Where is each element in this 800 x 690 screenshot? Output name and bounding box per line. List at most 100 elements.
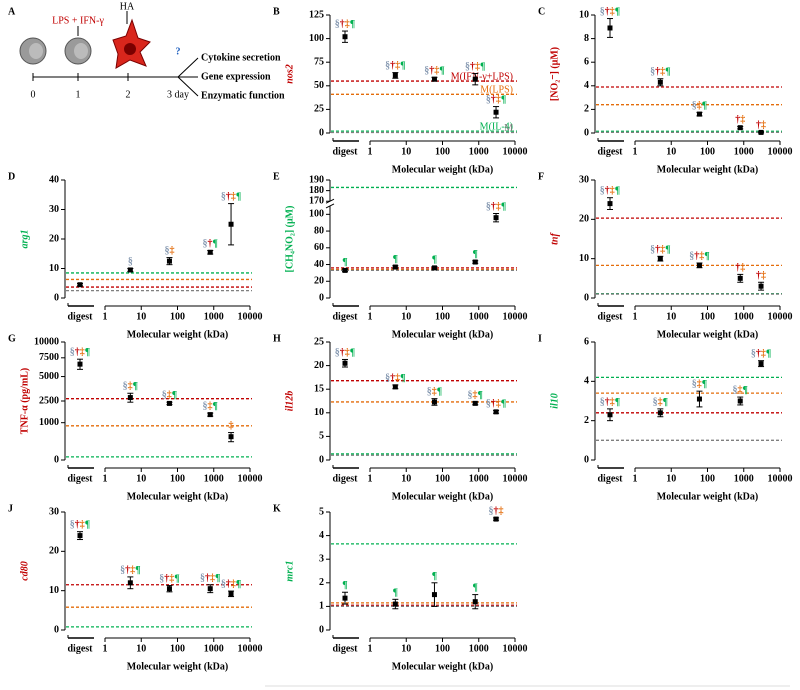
y-tick-label: 4 — [319, 530, 324, 541]
category-label: digest — [333, 643, 359, 654]
significance-label: §†‡¶ — [120, 565, 140, 576]
significance-label: §‡¶ — [468, 390, 483, 401]
branch — [177, 76, 199, 97]
significance-label: §†‡¶ — [486, 399, 506, 410]
category-label: digest — [68, 473, 94, 484]
significance-label: ¶ — [393, 588, 398, 599]
x-axis-label: Molecular weight (kDa) — [392, 329, 493, 340]
y-axis-label: tnf — [549, 231, 560, 244]
y-tick-label: 0 — [584, 454, 589, 465]
x-axis-label: Molecular weight (kDa) — [127, 491, 228, 502]
y-tick-label: 60 — [314, 242, 324, 253]
significance-label: § — [128, 257, 133, 268]
x-tick-label: 1000 — [204, 311, 224, 322]
x-tick-label: 1 — [103, 643, 108, 654]
significance-label: §†‡¶ — [424, 66, 444, 77]
data-point — [696, 262, 702, 268]
y-tick-label: 100 — [309, 33, 324, 44]
y-axis-label: nos2 — [284, 64, 295, 83]
y-tick-label: 2 — [319, 577, 324, 588]
data-point — [392, 72, 398, 78]
significance-label: †‡ — [756, 271, 766, 282]
panel-letter: K — [273, 503, 281, 514]
x-axis-label: Molecular weight (kDa) — [127, 661, 228, 672]
y-tick-label: 10 — [579, 9, 589, 20]
category-label: digest — [68, 643, 94, 654]
significance-label: §†‡¶ — [600, 7, 620, 18]
x-tick-label: 1000 — [469, 473, 489, 484]
x-tick-label: 10 — [136, 473, 146, 484]
data-point — [166, 400, 172, 406]
x-tick-label: 10000 — [503, 643, 528, 654]
significance-label: §†‡¶ — [70, 347, 90, 358]
data-point — [493, 109, 499, 115]
y-tick-label: 20 — [314, 360, 324, 371]
data-point — [207, 586, 213, 592]
x-tick-label: 10000 — [768, 311, 793, 322]
y-tick-label: 4 — [584, 376, 589, 387]
x-tick-label: 1000 — [204, 643, 224, 654]
y-tick-label: 7500 — [39, 352, 59, 363]
question-mark: ? — [176, 46, 181, 57]
x-tick-label: 10 — [666, 473, 676, 484]
x-tick-label: 10000 — [238, 643, 263, 654]
significance-label: †‡ — [735, 263, 745, 274]
significance-label: ¶ — [432, 571, 437, 582]
y-tick-label: 0 — [319, 127, 324, 138]
x-tick-label: 1 — [633, 146, 638, 157]
data-point — [342, 267, 348, 273]
x-tick-label: 100 — [435, 643, 450, 654]
y-axis-label: TNF-α (pg/mL) — [19, 368, 30, 434]
y-tick-label: 10 — [49, 585, 59, 596]
significance-label: ¶ — [473, 583, 478, 594]
significance-label: §†‡¶ — [221, 192, 241, 203]
y-axis-label: il10 — [549, 393, 560, 409]
panel: C [NO₂⁻] (μM) 0 2 4 6 8 10 digest 1 10 100 1000 10000… — [538, 6, 793, 175]
data-point — [472, 400, 478, 406]
x-tick-label: 100 — [700, 146, 715, 157]
y-tick-label: 25 — [314, 336, 324, 347]
x-axis-label: Molecular weight (kDa) — [127, 329, 228, 340]
y-tick-label: 0 — [54, 454, 59, 465]
x-tick-label: 10 — [401, 473, 411, 484]
x-axis-label: Molecular weight (kDa) — [657, 491, 758, 502]
day-label: 3 day — [167, 89, 189, 100]
significance-label: §‡¶ — [203, 401, 218, 412]
x-tick-label: 1 — [103, 311, 108, 322]
data-point — [77, 361, 83, 367]
data-point — [737, 398, 743, 404]
nucleus — [124, 43, 136, 55]
panel-letter: C — [538, 6, 545, 17]
x-tick-label: 10000 — [768, 473, 793, 484]
y-tick-label: 15 — [314, 383, 324, 394]
y-tick-label: 20 — [314, 276, 324, 287]
data-point — [472, 259, 478, 265]
y-tick-label: 30 — [579, 174, 589, 185]
data-point — [657, 256, 663, 262]
category-label: digest — [598, 311, 624, 322]
data-point — [493, 409, 499, 415]
data-point — [696, 396, 702, 402]
y-tick-label: 10 — [314, 407, 324, 418]
data-point — [166, 258, 172, 264]
significance-label: §‡¶ — [123, 382, 138, 393]
y-tick-label: 100 — [309, 209, 324, 220]
y-tick-label: 4 — [584, 80, 589, 91]
y-axis-label: [CH₄NO₂] (μM) — [284, 206, 295, 273]
y-tick-label: 125 — [309, 9, 324, 20]
y-tick-label: 0 — [54, 624, 59, 635]
x-tick-label: 1 — [103, 473, 108, 484]
data-point — [431, 592, 437, 598]
panel-letter: A — [8, 6, 16, 17]
data-point — [431, 76, 437, 82]
x-tick-label: 1 — [633, 473, 638, 484]
y-axis-label: il12b — [284, 391, 295, 412]
panel-letter: G — [8, 333, 16, 344]
y-tick-label: 20 — [49, 546, 59, 557]
